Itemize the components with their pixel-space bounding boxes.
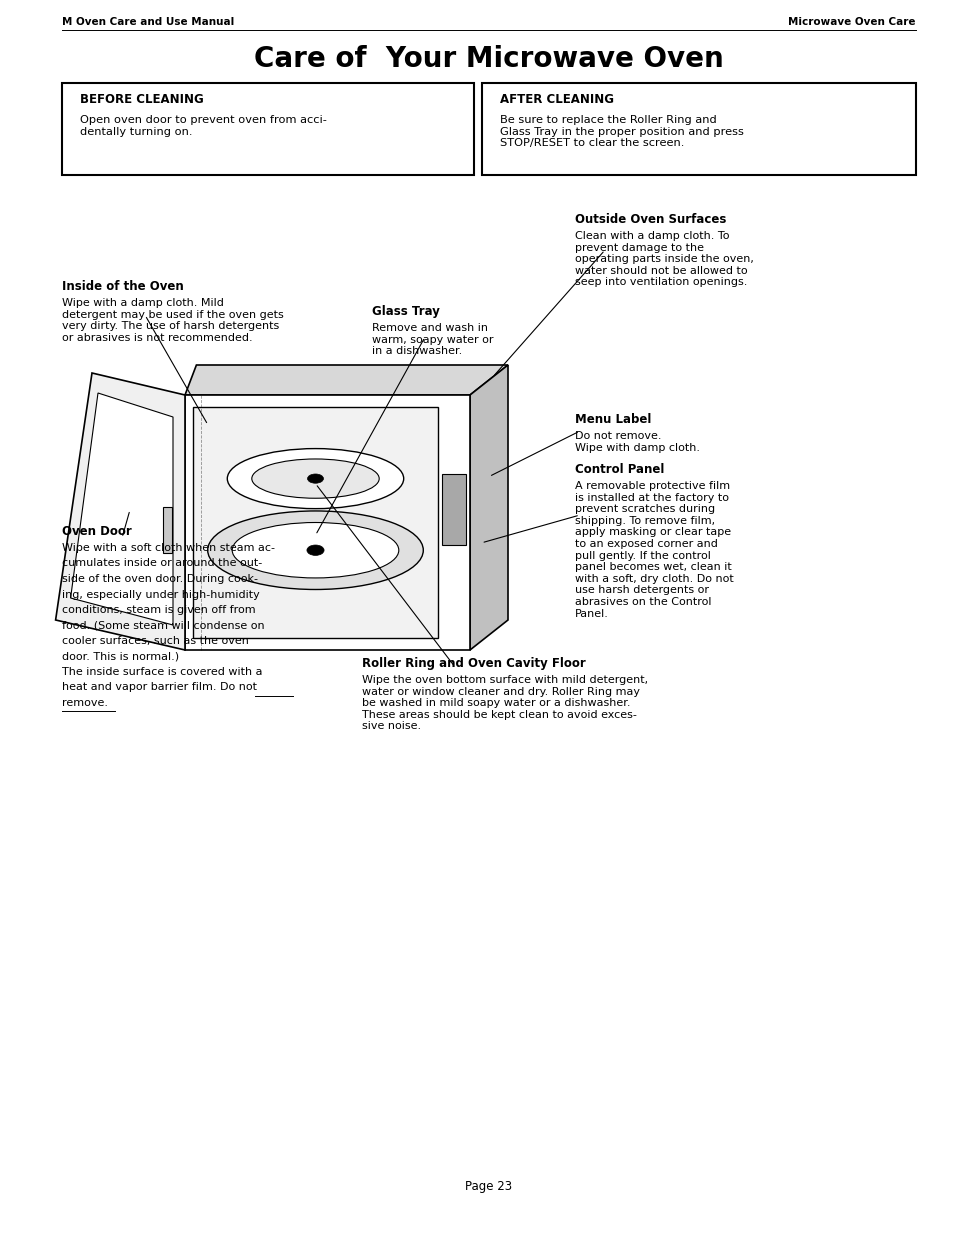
Polygon shape <box>71 393 172 625</box>
Text: food. (Some steam will condense on: food. (Some steam will condense on <box>62 620 264 631</box>
Text: Do not remove.
Wipe with damp cloth.: Do not remove. Wipe with damp cloth. <box>575 431 700 452</box>
Text: BEFORE CLEANING: BEFORE CLEANING <box>80 93 204 106</box>
Text: Glass Tray: Glass Tray <box>372 305 439 317</box>
Text: Page 23: Page 23 <box>465 1179 512 1193</box>
Polygon shape <box>185 366 507 395</box>
Ellipse shape <box>208 511 423 589</box>
Polygon shape <box>55 373 185 650</box>
Bar <box>441 474 465 546</box>
Text: Oven Door: Oven Door <box>62 525 132 538</box>
Text: remove.: remove. <box>62 698 108 708</box>
Text: A removable protective film
is installed at the factory to
prevent scratches dur: A removable protective film is installed… <box>575 480 733 619</box>
Text: Remove and wash in
warm, soapy water or
in a dishwasher.: Remove and wash in warm, soapy water or … <box>372 324 493 356</box>
Ellipse shape <box>227 448 403 509</box>
Text: side of the oven door. During cook-: side of the oven door. During cook- <box>62 574 257 584</box>
Ellipse shape <box>307 545 324 556</box>
Text: Wipe with a soft cloth when steam ac-: Wipe with a soft cloth when steam ac- <box>62 543 274 553</box>
Ellipse shape <box>307 474 323 483</box>
Bar <box>62 83 474 175</box>
Text: Microwave Oven Care: Microwave Oven Care <box>788 17 915 27</box>
Text: cooler surfaces, such as the oven: cooler surfaces, such as the oven <box>62 636 249 646</box>
Text: Control Panel: Control Panel <box>575 463 663 475</box>
Text: Roller Ring and Oven Cavity Floor: Roller Ring and Oven Cavity Floor <box>361 657 585 671</box>
Text: Be sure to replace the Roller Ring and
Glass Tray in the proper position and pre: Be sure to replace the Roller Ring and G… <box>499 115 743 148</box>
Text: conditions, steam is given off from: conditions, steam is given off from <box>62 605 255 615</box>
Text: heat and vapor barrier film. Do not: heat and vapor barrier film. Do not <box>62 683 256 693</box>
Text: cumulates inside or around the out-: cumulates inside or around the out- <box>62 558 262 568</box>
Bar <box>193 408 437 638</box>
Ellipse shape <box>232 522 398 578</box>
Text: Care of  Your Microwave Oven: Care of Your Microwave Oven <box>253 44 723 73</box>
Text: Inside of the Oven: Inside of the Oven <box>62 280 184 293</box>
Ellipse shape <box>252 459 378 498</box>
Bar <box>163 508 172 553</box>
Text: door. This is normal.): door. This is normal.) <box>62 652 179 662</box>
Polygon shape <box>470 366 507 650</box>
Text: The inside surface is covered with a: The inside surface is covered with a <box>62 667 262 677</box>
Bar <box>185 395 470 650</box>
Text: Wipe with a damp cloth. Mild
detergent may be used if the oven gets
very dirty. : Wipe with a damp cloth. Mild detergent m… <box>62 298 283 343</box>
Text: Wipe the oven bottom surface with mild detergent,
water or window cleaner and dr: Wipe the oven bottom surface with mild d… <box>361 676 647 731</box>
Text: Clean with a damp cloth. To
prevent damage to the
operating parts inside the ove: Clean with a damp cloth. To prevent dama… <box>575 231 753 288</box>
Text: ing, especially under high-humidity: ing, especially under high-humidity <box>62 589 259 599</box>
Text: M Oven Care and Use Manual: M Oven Care and Use Manual <box>62 17 234 27</box>
Text: Outside Oven Surfaces: Outside Oven Surfaces <box>575 212 725 226</box>
Text: AFTER CLEANING: AFTER CLEANING <box>499 93 614 106</box>
Bar <box>481 83 915 175</box>
Text: Menu Label: Menu Label <box>575 412 651 426</box>
Text: Open oven door to prevent oven from acci-
dentally turning on.: Open oven door to prevent oven from acci… <box>80 115 327 137</box>
